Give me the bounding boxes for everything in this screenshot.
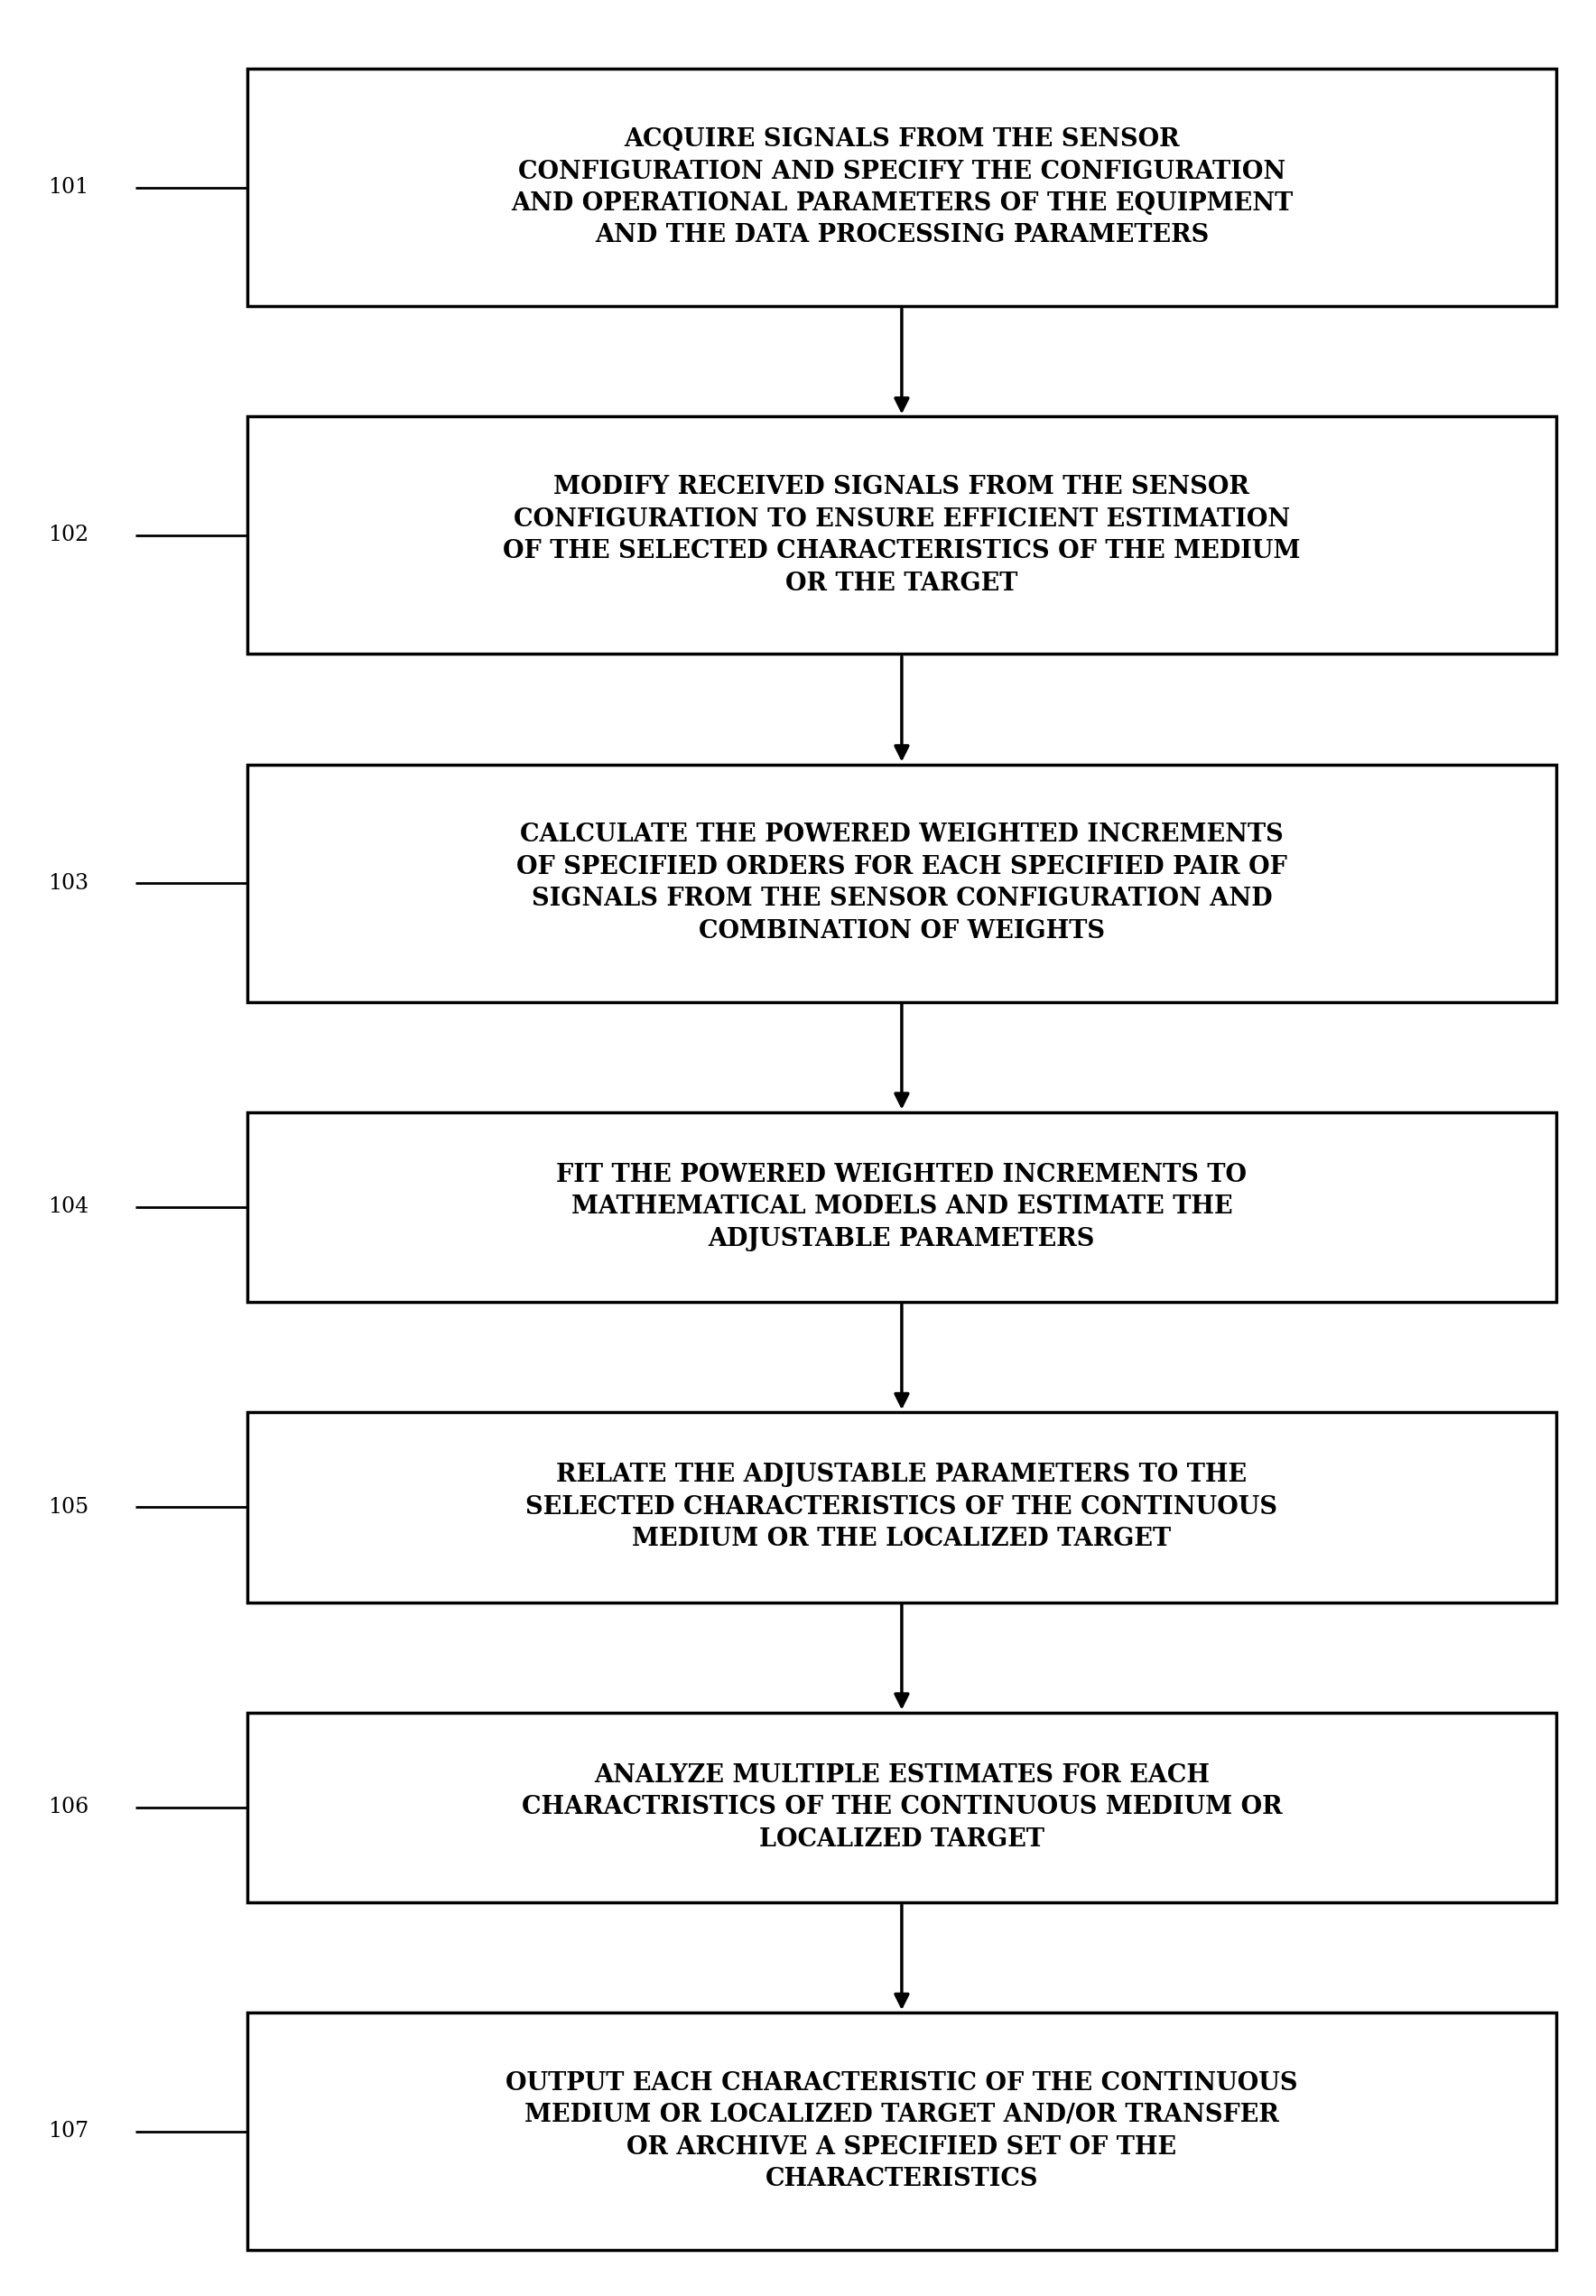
Text: FIT THE POWERED WEIGHTED INCREMENTS TO
MATHEMATICAL MODELS AND ESTIMATE THE
ADJU: FIT THE POWERED WEIGHTED INCREMENTS TO M…: [557, 1162, 1246, 1251]
Text: 106: 106: [48, 1798, 89, 1818]
Text: 105: 105: [48, 1497, 89, 1518]
Bar: [247, 1713, 1556, 1903]
Text: 107: 107: [48, 2122, 89, 2142]
Bar: [247, 1111, 1556, 1302]
Text: ACQUIRE SIGNALS FROM THE SENSOR
CONFIGURATION AND SPECIFY THE CONFIGURATION
AND : ACQUIRE SIGNALS FROM THE SENSOR CONFIGUR…: [511, 129, 1293, 248]
Text: 101: 101: [48, 177, 89, 197]
Text: 104: 104: [48, 1196, 89, 1217]
Text: 103: 103: [48, 872, 89, 893]
Bar: [247, 1412, 1556, 1603]
Text: MODIFY RECEIVED SIGNALS FROM THE SENSOR
CONFIGURATION TO ENSURE EFFICIENT ESTIMA: MODIFY RECEIVED SIGNALS FROM THE SENSOR …: [503, 475, 1301, 595]
Text: 102: 102: [48, 526, 89, 546]
Bar: [247, 416, 1556, 654]
Text: RELATE THE ADJUSTABLE PARAMETERS TO THE
SELECTED CHARACTERISTICS OF THE CONTINUO: RELATE THE ADJUSTABLE PARAMETERS TO THE …: [525, 1463, 1278, 1552]
Bar: [247, 69, 1556, 305]
Bar: [247, 765, 1556, 1001]
Bar: [247, 2014, 1556, 2250]
Text: OUTPUT EACH CHARACTERISTIC OF THE CONTINUOUS
MEDIUM OR LOCALIZED TARGET AND/OR T: OUTPUT EACH CHARACTERISTIC OF THE CONTIN…: [506, 2071, 1298, 2190]
Text: CALCULATE THE POWERED WEIGHTED INCREMENTS
OF SPECIFIED ORDERS FOR EACH SPECIFIED: CALCULATE THE POWERED WEIGHTED INCREMENT…: [517, 822, 1286, 944]
Text: ANALYZE MULTIPLE ESTIMATES FOR EACH
CHARACTRISTICS OF THE CONTINUOUS MEDIUM OR
L: ANALYZE MULTIPLE ESTIMATES FOR EACH CHAR…: [522, 1763, 1282, 1851]
